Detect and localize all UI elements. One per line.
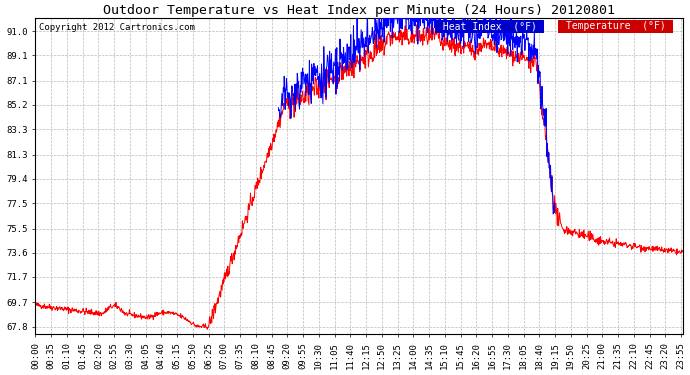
Title: Outdoor Temperature vs Heat Index per Minute (24 Hours) 20120801: Outdoor Temperature vs Heat Index per Mi… (103, 4, 615, 17)
Text: Heat Index  (°F): Heat Index (°F) (437, 21, 542, 32)
Text: Temperature  (°F): Temperature (°F) (560, 21, 671, 32)
Text: Copyright 2012 Cartronics.com: Copyright 2012 Cartronics.com (39, 23, 195, 32)
